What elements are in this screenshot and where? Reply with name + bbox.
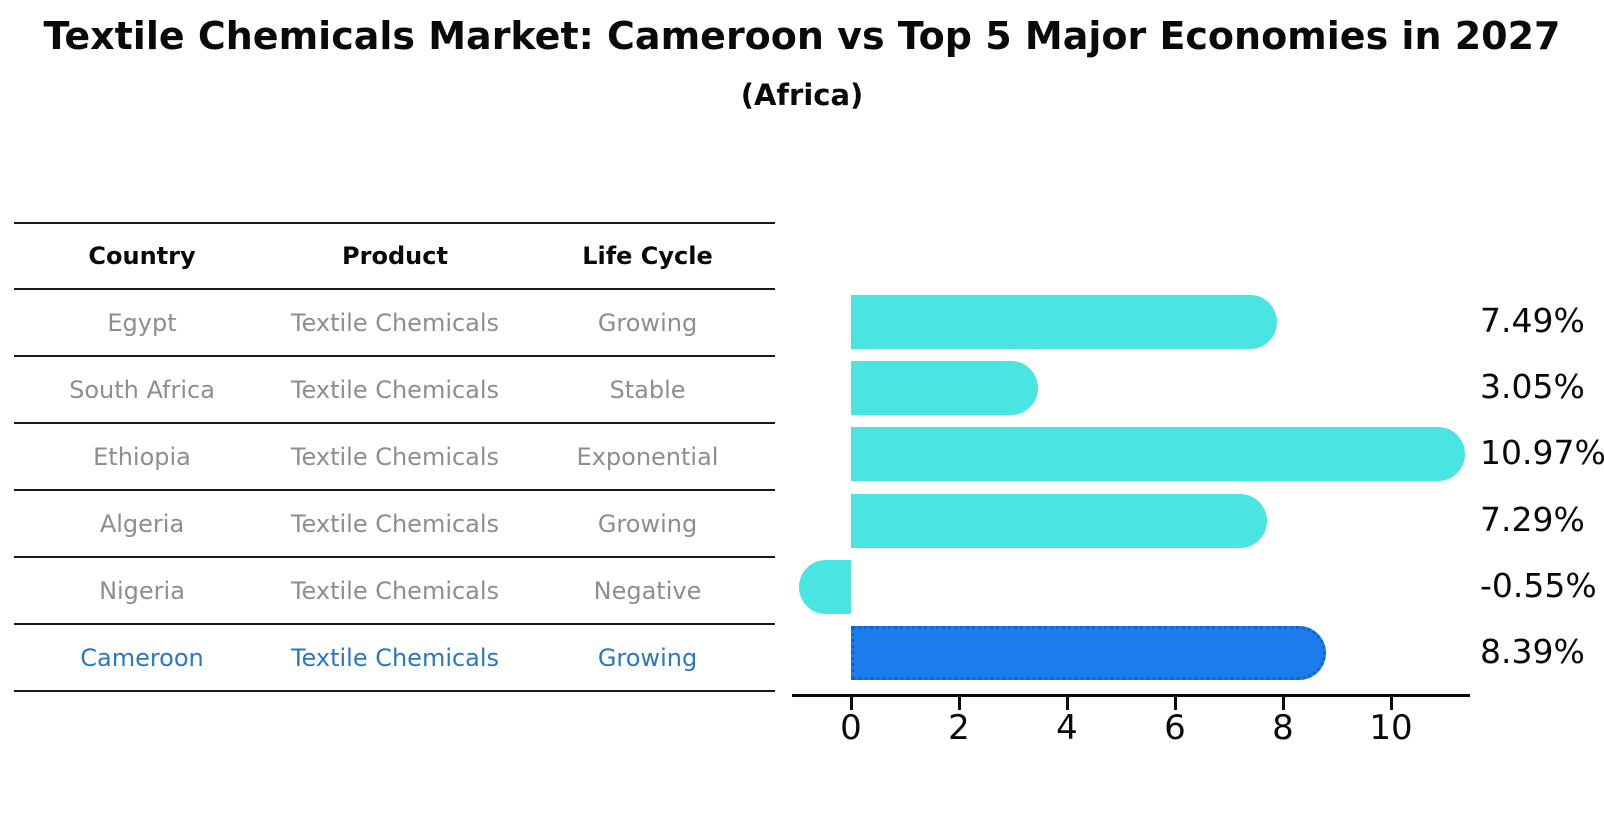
cell-life-cycle: Negative — [593, 576, 702, 605]
cell-product: Textile Chemicals — [290, 442, 500, 471]
cell-product: Textile Chemicals — [290, 308, 500, 337]
cell-life-cycle: Growing — [597, 509, 698, 538]
cell-life-cycle: Growing — [597, 308, 698, 337]
x-axis-tick — [1065, 697, 1069, 710]
table-row-nigeria: Nigeria Textile Chemicals Negative — [14, 558, 775, 625]
comparison-table: Country Product Life Cycle Egypt Textile… — [14, 222, 775, 692]
cell-country: Nigeria — [99, 576, 185, 605]
cell-life-cycle: Exponential — [576, 442, 719, 471]
chart-bar-ethiopia — [851, 427, 1466, 481]
x-axis-tick-label: 0 — [840, 708, 862, 748]
table-row-egypt: Egypt Textile Chemicals Growing — [14, 290, 775, 357]
bar-value-label: 10.97% — [1480, 432, 1604, 472]
x-axis-line — [792, 694, 1470, 697]
cell-product: Textile Chemicals — [290, 576, 500, 605]
table-row-cameroon: Cameroon Textile Chemicals Growing — [14, 625, 775, 692]
chart-bar-algeria — [851, 494, 1267, 548]
x-axis-tick — [1389, 697, 1393, 710]
cell-country: Ethiopia — [93, 442, 191, 471]
bar-value-label: 7.49% — [1480, 300, 1585, 340]
bar-value-label: 7.29% — [1480, 499, 1585, 539]
cell-country: Algeria — [99, 509, 185, 538]
bar-value-label: -0.55% — [1480, 565, 1597, 605]
chart-bar-cameroon — [851, 626, 1327, 680]
column-header-life-cycle: Life Cycle — [582, 242, 713, 270]
chart-subtitle: (Africa) — [740, 78, 864, 112]
table-row-south-africa: South Africa Textile Chemicals Stable — [14, 357, 775, 424]
column-header-country: Country — [88, 242, 196, 270]
cell-life-cycle: Growing — [597, 643, 698, 672]
x-axis-tick — [1173, 697, 1177, 710]
table-header-row: Country Product Life Cycle — [14, 224, 775, 290]
x-axis-tick-label: 8 — [1272, 708, 1294, 748]
cell-product: Textile Chemicals — [290, 375, 500, 404]
table-row-algeria: Algeria Textile Chemicals Growing — [14, 491, 775, 558]
bar-value-label: 3.05% — [1480, 366, 1585, 406]
column-header-product: Product — [342, 242, 448, 270]
x-axis-tick — [849, 697, 853, 710]
cell-life-cycle: Stable — [609, 375, 686, 404]
x-axis-tick-label: 4 — [1056, 708, 1078, 748]
cell-product: Textile Chemicals — [290, 509, 500, 538]
chart-title: Textile Chemicals Market: Cameroon vs To… — [43, 14, 1561, 58]
x-axis-tick-label: 10 — [1369, 708, 1413, 748]
x-axis-tick-label: 2 — [948, 708, 970, 748]
chart-bar-nigeria — [799, 560, 851, 614]
x-axis-tick-label: 6 — [1164, 708, 1186, 748]
table-row-ethiopia: Ethiopia Textile Chemicals Exponential — [14, 424, 775, 491]
cell-country: Cameroon — [80, 643, 204, 672]
cell-country: Egypt — [107, 308, 177, 337]
x-axis-tick — [1281, 697, 1285, 710]
chart-bar-egypt — [851, 295, 1278, 349]
bar-value-label: 8.39% — [1480, 631, 1585, 671]
cell-product: Textile Chemicals — [290, 643, 500, 672]
x-axis-tick — [957, 697, 961, 710]
chart-bar-south-africa — [851, 361, 1038, 415]
cell-country: South Africa — [69, 375, 215, 404]
